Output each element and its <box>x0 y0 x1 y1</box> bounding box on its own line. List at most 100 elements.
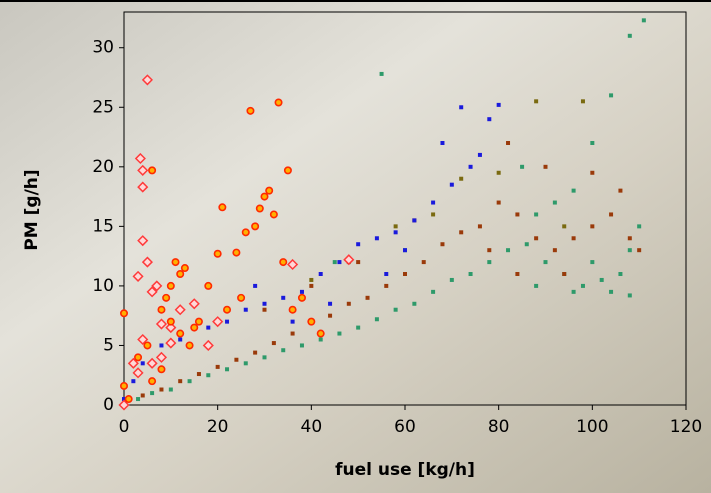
point <box>283 166 292 175</box>
point <box>134 152 146 165</box>
point <box>477 224 482 229</box>
point <box>253 350 258 355</box>
point <box>515 272 520 276</box>
point <box>297 293 306 302</box>
point <box>260 192 269 201</box>
point <box>328 301 333 306</box>
point <box>141 74 153 86</box>
point <box>571 236 576 241</box>
point <box>178 379 183 384</box>
point <box>118 399 130 411</box>
point <box>403 248 407 253</box>
point <box>468 164 473 169</box>
x-axis-label: fuel use [kg/h] <box>335 460 475 480</box>
point <box>188 298 200 310</box>
point <box>137 164 149 176</box>
point <box>185 341 194 350</box>
point <box>365 295 370 300</box>
point <box>590 170 595 175</box>
point <box>243 307 248 312</box>
point <box>496 170 501 175</box>
point <box>337 331 342 336</box>
point <box>580 283 585 288</box>
point <box>243 361 248 366</box>
point <box>148 166 157 175</box>
point <box>440 141 445 145</box>
point <box>246 106 255 115</box>
point <box>281 295 286 300</box>
point <box>225 319 230 324</box>
point <box>265 186 274 195</box>
x-tick-label: 20 <box>207 417 229 437</box>
point <box>590 224 595 229</box>
point <box>356 260 361 265</box>
point <box>356 325 361 330</box>
point <box>309 277 314 282</box>
point <box>162 293 171 302</box>
x-tick-label: 60 <box>394 417 416 437</box>
point <box>137 333 149 346</box>
point <box>609 93 614 98</box>
point <box>241 228 250 237</box>
point <box>120 309 129 318</box>
point <box>459 105 464 110</box>
point <box>255 204 264 213</box>
point <box>543 164 548 169</box>
y-tick-label: 5 <box>103 335 114 355</box>
point <box>393 224 398 229</box>
point <box>393 307 398 312</box>
point <box>157 305 166 314</box>
point <box>496 102 501 107</box>
point <box>176 329 185 338</box>
point <box>506 248 511 253</box>
point <box>599 277 604 282</box>
point <box>180 264 189 273</box>
point <box>159 387 164 392</box>
point <box>374 317 379 322</box>
point <box>290 319 295 324</box>
point <box>459 230 464 235</box>
point <box>637 248 642 253</box>
point <box>627 248 632 253</box>
point <box>281 348 286 353</box>
x-tick-label: 80 <box>488 417 510 437</box>
point <box>627 293 632 298</box>
point <box>218 203 227 212</box>
point <box>346 301 351 306</box>
x-tick-label: 40 <box>301 417 323 437</box>
x-tick-label: 100 <box>576 417 608 437</box>
point <box>403 272 407 276</box>
point <box>618 272 623 276</box>
point <box>496 200 501 205</box>
point <box>262 301 267 306</box>
point <box>279 258 288 267</box>
point <box>165 322 177 334</box>
point <box>609 289 614 294</box>
point <box>262 307 267 312</box>
point <box>431 200 436 205</box>
x-tick-label: 0 <box>119 417 130 437</box>
point <box>151 280 163 292</box>
point <box>159 343 164 348</box>
point <box>459 176 464 181</box>
point <box>225 367 230 372</box>
point <box>590 260 595 265</box>
point <box>318 337 323 342</box>
point <box>168 387 173 392</box>
point <box>449 277 454 282</box>
point <box>468 272 473 276</box>
point <box>431 212 436 217</box>
point <box>155 351 168 363</box>
y-tick-label: 0 <box>103 395 114 415</box>
point <box>318 272 323 276</box>
point <box>122 397 126 402</box>
point <box>204 281 213 290</box>
point <box>412 301 417 306</box>
point <box>206 373 211 378</box>
point <box>393 230 398 235</box>
point <box>251 222 260 231</box>
point <box>178 337 183 342</box>
point <box>543 260 548 265</box>
